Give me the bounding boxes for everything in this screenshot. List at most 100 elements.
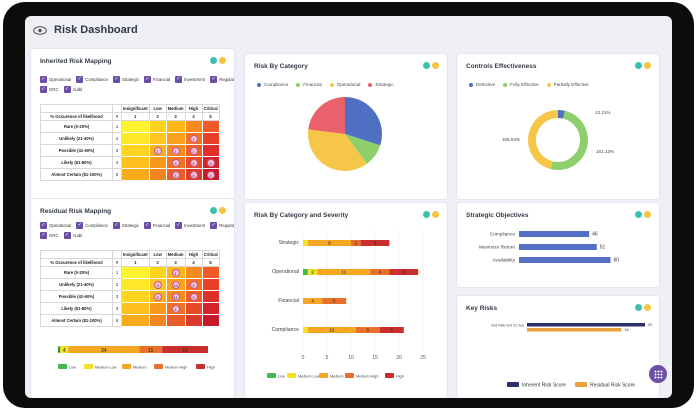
heat-cell[interactable]: 10 <box>165 278 186 291</box>
heat-cell[interactable] <box>184 302 203 315</box>
apps-grid-button[interactable] <box>649 365 667 383</box>
amber-dot-icon[interactable] <box>219 207 226 214</box>
teal-dot-icon[interactable] <box>210 57 217 64</box>
eye-icon[interactable] <box>33 25 47 35</box>
heat-cell[interactable]: 4 <box>165 156 186 169</box>
heat-cell[interactable]: 1 <box>165 266 186 279</box>
risk-count-bubble[interactable]: 3 <box>153 292 162 301</box>
heat-cell[interactable] <box>121 168 150 181</box>
checkbox-icon[interactable]: ✓ <box>175 222 183 229</box>
filter-chip[interactable]: ✓ Operational <box>40 222 71 229</box>
heat-cell[interactable] <box>201 144 220 157</box>
heat-cell[interactable] <box>184 120 203 133</box>
heat-cell[interactable]: 3 <box>148 290 167 303</box>
teal-dot-icon[interactable] <box>635 62 642 69</box>
checkbox-icon[interactable]: ✓ <box>63 86 71 93</box>
filter-chip[interactable]: ✓ Strategic <box>112 222 139 229</box>
risk-count-bubble[interactable]: 1 <box>189 146 198 155</box>
heat-cell[interactable] <box>121 266 150 279</box>
teal-dot-icon[interactable] <box>423 62 430 69</box>
heat-cell[interactable] <box>184 314 203 327</box>
legend-item[interactable]: Partially Effective <box>546 82 589 87</box>
amber-dot-icon[interactable] <box>432 62 439 69</box>
legend-item[interactable]: Detective <box>469 82 495 87</box>
filter-chip[interactable]: ✓ Compliance <box>76 76 108 83</box>
checkbox-icon[interactable]: ✓ <box>40 232 47 239</box>
heat-cell[interactable] <box>121 302 150 315</box>
legend-item[interactable]: Operational <box>329 82 360 87</box>
risk-count-bubble[interactable]: 1 <box>189 134 198 143</box>
heat-cell[interactable] <box>148 120 167 133</box>
legend-item[interactable]: Financial <box>296 82 322 87</box>
filter-chip[interactable]: ✓ Investment <box>175 222 205 229</box>
heat-cell[interactable]: 2 <box>201 168 220 181</box>
heat-cell[interactable]: 3 <box>184 290 203 303</box>
heat-cell[interactable] <box>121 278 150 291</box>
heat-cell[interactable] <box>201 120 220 133</box>
heat-cell[interactable]: 1 <box>165 302 186 315</box>
amber-dot-icon[interactable] <box>644 211 651 218</box>
filter-chip[interactable]: ✓ Investment <box>175 76 205 83</box>
filter-chip[interactable]: ✓ Audit <box>63 86 82 93</box>
checkbox-icon[interactable]: ✓ <box>175 76 183 83</box>
heat-cell[interactable] <box>121 132 150 145</box>
heat-cell[interactable]: 2 <box>184 278 203 291</box>
heat-cell[interactable]: 1 <box>148 144 167 157</box>
heat-cell[interactable]: 1 <box>184 132 203 145</box>
legend-item[interactable]: Fully Effective <box>503 82 539 87</box>
checkbox-icon[interactable]: ✓ <box>40 76 47 83</box>
amber-dot-icon[interactable] <box>219 57 226 64</box>
checkbox-icon[interactable]: ✓ <box>143 76 151 83</box>
heat-cell[interactable] <box>148 266 167 279</box>
heat-cell[interactable] <box>148 168 167 181</box>
heat-cell[interactable]: 1 <box>165 168 186 181</box>
heat-cell[interactable] <box>121 314 150 327</box>
checkbox-icon[interactable]: ✓ <box>63 232 71 239</box>
teal-dot-icon[interactable] <box>635 304 642 311</box>
checkbox-icon[interactable]: ✓ <box>210 222 218 229</box>
risk-count-bubble[interactable]: 1 <box>153 146 162 155</box>
filter-chip[interactable]: ✓ Compliance <box>76 222 108 229</box>
heat-cell[interactable] <box>121 290 150 303</box>
risk-count-bubble[interactable]: 4 <box>189 158 198 167</box>
amber-dot-icon[interactable] <box>432 211 439 218</box>
filter-chip[interactable]: ✓Regulatory <box>210 76 234 83</box>
risk-count-bubble[interactable]: 2 <box>206 170 215 179</box>
heat-cell[interactable] <box>201 290 220 303</box>
heat-cell[interactable] <box>121 120 150 133</box>
heat-cell[interactable]: 1 <box>165 144 186 157</box>
checkbox-icon[interactable]: ✓ <box>210 76 218 83</box>
risk-count-bubble[interactable]: 1 <box>171 170 180 179</box>
heat-cell[interactable] <box>184 266 203 279</box>
checkbox-icon[interactable]: ✓ <box>112 76 120 83</box>
checkbox-icon[interactable]: ✓ <box>76 222 84 229</box>
checkbox-icon[interactable]: ✓ <box>40 86 47 93</box>
filter-chip[interactable]: ✓Regulatory <box>210 222 234 229</box>
heat-cell[interactable] <box>201 132 220 145</box>
risk-count-bubble[interactable]: 11 <box>171 292 180 301</box>
filter-chip[interactable]: ✓ Strategic <box>112 76 139 83</box>
heat-cell[interactable] <box>165 314 186 327</box>
heat-cell[interactable] <box>201 266 220 279</box>
filter-chip[interactable]: ✓ Operational <box>40 76 71 83</box>
heat-cell[interactable] <box>121 156 150 169</box>
teal-dot-icon[interactable] <box>423 211 430 218</box>
legend-item[interactable]: Compliance <box>257 82 288 87</box>
heat-cell[interactable] <box>201 302 220 315</box>
risk-count-bubble[interactable]: 2 <box>189 280 198 289</box>
risk-count-bubble[interactable]: 10 <box>171 280 180 289</box>
heat-cell[interactable] <box>148 302 167 315</box>
heat-cell[interactable]: 4 <box>184 168 203 181</box>
heat-cell[interactable]: 1 <box>184 144 203 157</box>
heat-cell[interactable] <box>165 120 186 133</box>
heat-cell[interactable]: 4 <box>184 156 203 169</box>
checkbox-icon[interactable]: ✓ <box>112 222 120 229</box>
heat-cell[interactable] <box>201 278 220 291</box>
risk-count-bubble[interactable]: 3 <box>153 280 162 289</box>
risk-count-bubble[interactable]: 1 <box>171 146 180 155</box>
heat-cell[interactable] <box>148 314 167 327</box>
checkbox-icon[interactable]: ✓ <box>143 222 151 229</box>
legend-item[interactable]: Strategic <box>368 82 394 87</box>
filter-chip[interactable]: ✓ Financial <box>143 76 170 83</box>
teal-dot-icon[interactable] <box>210 207 217 214</box>
